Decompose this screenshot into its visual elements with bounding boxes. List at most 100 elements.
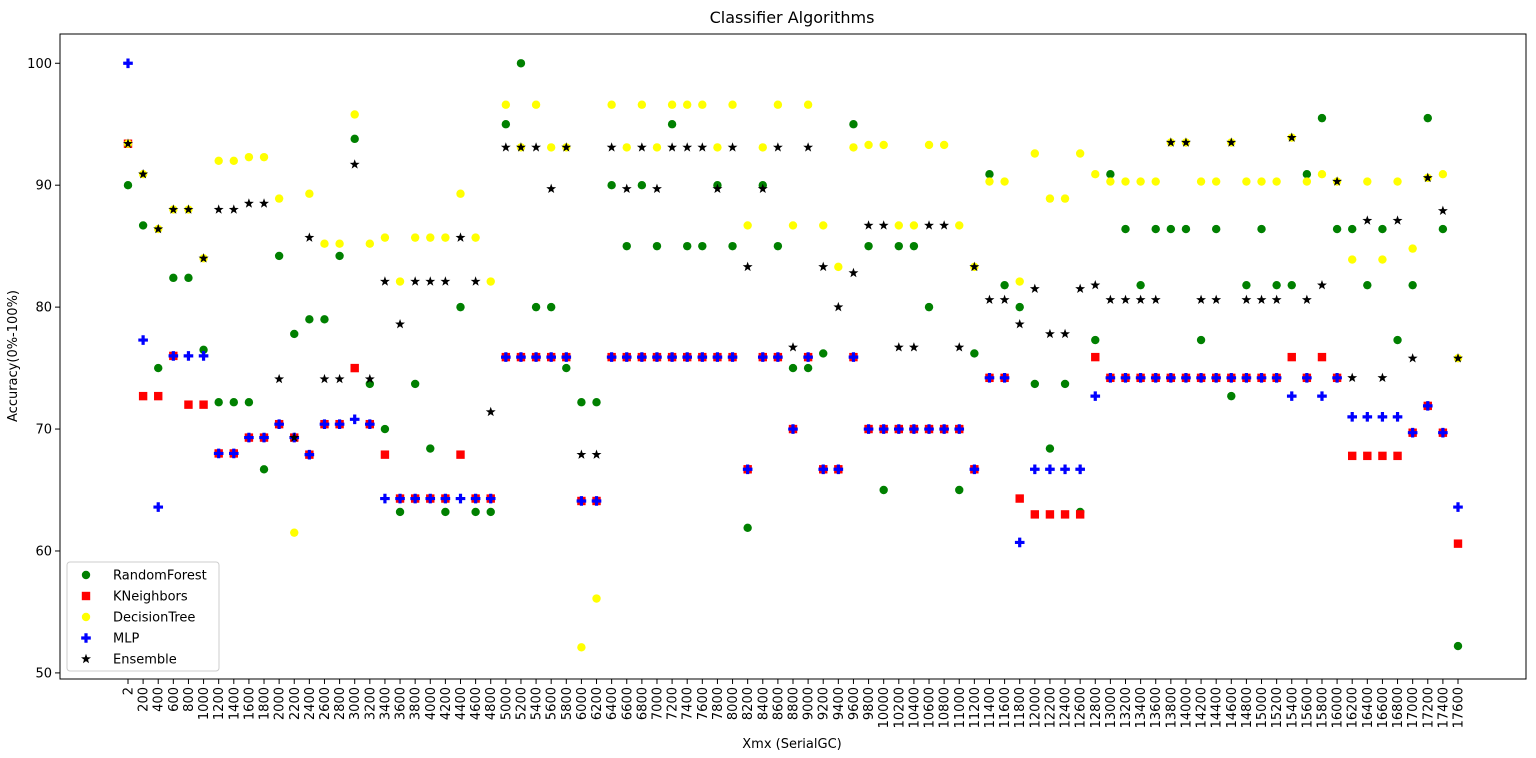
point-ensemble [1150, 294, 1161, 305]
point-decisiontree [1408, 244, 1417, 253]
x-tick-label: 1400 [227, 687, 242, 720]
point-decisiontree [652, 143, 662, 152]
point-mlp [1211, 373, 1221, 383]
point-ensemble [742, 261, 753, 272]
x-tick-label: 1800 [258, 687, 273, 720]
point-kneighbors [1060, 510, 1070, 519]
x-tick-label: 5400 [530, 687, 545, 720]
x-tick-label: 8800 [787, 687, 802, 720]
point-mlp [576, 496, 587, 506]
point-mlp [1256, 373, 1267, 383]
point-ensemble [772, 142, 783, 152]
legend-marker-kneighbors [81, 591, 91, 601]
y-tick-label: 100 [27, 57, 52, 72]
x-tick-label: 14000 [1179, 687, 1194, 728]
point-kneighbors [380, 450, 390, 459]
x-tick-label: 6800 [635, 687, 650, 720]
point-decisiontree [1151, 177, 1160, 186]
point-mlp [138, 335, 148, 345]
point-randomforest [1438, 224, 1448, 234]
point-randomforest [229, 398, 238, 407]
point-ensemble [213, 204, 224, 214]
x-tick-label: 12000 [1028, 687, 1043, 728]
x-tick-label: 600 [167, 687, 182, 712]
point-mlp [259, 432, 269, 443]
point-decisiontree [1136, 177, 1145, 186]
point-ensemble [893, 342, 904, 352]
point-randomforest [274, 251, 284, 261]
point-decisiontree [350, 110, 359, 119]
point-decisiontree [894, 221, 903, 230]
point-ensemble [803, 142, 814, 152]
point-mlp [1090, 391, 1101, 401]
point-decisiontree [985, 177, 994, 186]
point-mlp [1422, 401, 1433, 411]
x-tick-label: 2000 [273, 687, 288, 720]
point-decisiontree [879, 140, 888, 150]
point-randomforest [819, 349, 828, 358]
x-tick-label: 7800 [711, 687, 726, 720]
point-decisiontree [259, 152, 269, 162]
point-decisiontree [864, 140, 873, 150]
point-randomforest [1408, 280, 1417, 290]
point-mlp [546, 352, 556, 362]
point-decisiontree [426, 233, 435, 242]
point-randomforest [607, 180, 616, 190]
x-tick-label: 14400 [1210, 687, 1225, 728]
point-kneighbors [1348, 451, 1357, 461]
point-decisiontree [577, 643, 586, 652]
x-tick-label: 2 [122, 687, 137, 695]
point-decisiontree [788, 221, 798, 230]
x-tick-label: 1000 [197, 687, 212, 720]
point-randomforest [1332, 224, 1342, 234]
point-mlp [984, 373, 995, 383]
point-decisiontree [1302, 177, 1312, 186]
point-mlp [1271, 373, 1282, 383]
point-mlp [1196, 373, 1206, 383]
point-randomforest [788, 363, 798, 373]
point-randomforest [637, 180, 647, 190]
point-mlp [727, 352, 738, 362]
point-randomforest [410, 379, 420, 389]
point-ensemble [697, 142, 708, 152]
point-mlp [1347, 412, 1358, 422]
point-randomforest [1136, 280, 1145, 290]
point-decisiontree [622, 143, 631, 152]
point-ensemble [410, 276, 421, 286]
point-ensemble [440, 276, 451, 286]
x-tick-label: 17400 [1436, 687, 1451, 728]
point-decisiontree [698, 100, 707, 109]
x-tick-label: 5800 [560, 687, 575, 720]
point-mlp [455, 493, 466, 504]
point-randomforest [214, 398, 223, 407]
x-tick-label: 9600 [847, 687, 862, 720]
point-kneighbors [456, 450, 465, 459]
point-ensemble [198, 253, 209, 263]
x-axis-label: Xmx (SerialGC) [742, 737, 841, 752]
point-mlp [380, 493, 390, 504]
point-randomforest [1091, 335, 1100, 345]
point-mlp [1317, 391, 1327, 401]
x-tick-label: 3800 [409, 687, 424, 720]
x-tick-label: 13600 [1149, 687, 1164, 728]
point-kneighbors [350, 363, 359, 373]
point-ensemble [818, 261, 829, 272]
point-randomforest [1015, 302, 1024, 312]
point-ensemble [1165, 137, 1176, 147]
point-decisiontree [1000, 177, 1009, 186]
point-ensemble [939, 220, 950, 230]
x-tick-label: 9000 [802, 687, 817, 720]
point-mlp [1014, 537, 1025, 548]
point-mlp [244, 432, 254, 443]
point-randomforest [320, 315, 329, 324]
point-mlp [863, 424, 874, 434]
y-tick-label: 50 [35, 666, 52, 681]
point-decisiontree [546, 143, 556, 152]
point-mlp [304, 449, 315, 460]
point-decisiontree [244, 152, 254, 162]
y-tick-label: 60 [35, 544, 52, 559]
point-ensemble [606, 142, 617, 152]
x-tick-label: 4800 [484, 687, 499, 720]
point-kneighbors [1091, 352, 1100, 362]
